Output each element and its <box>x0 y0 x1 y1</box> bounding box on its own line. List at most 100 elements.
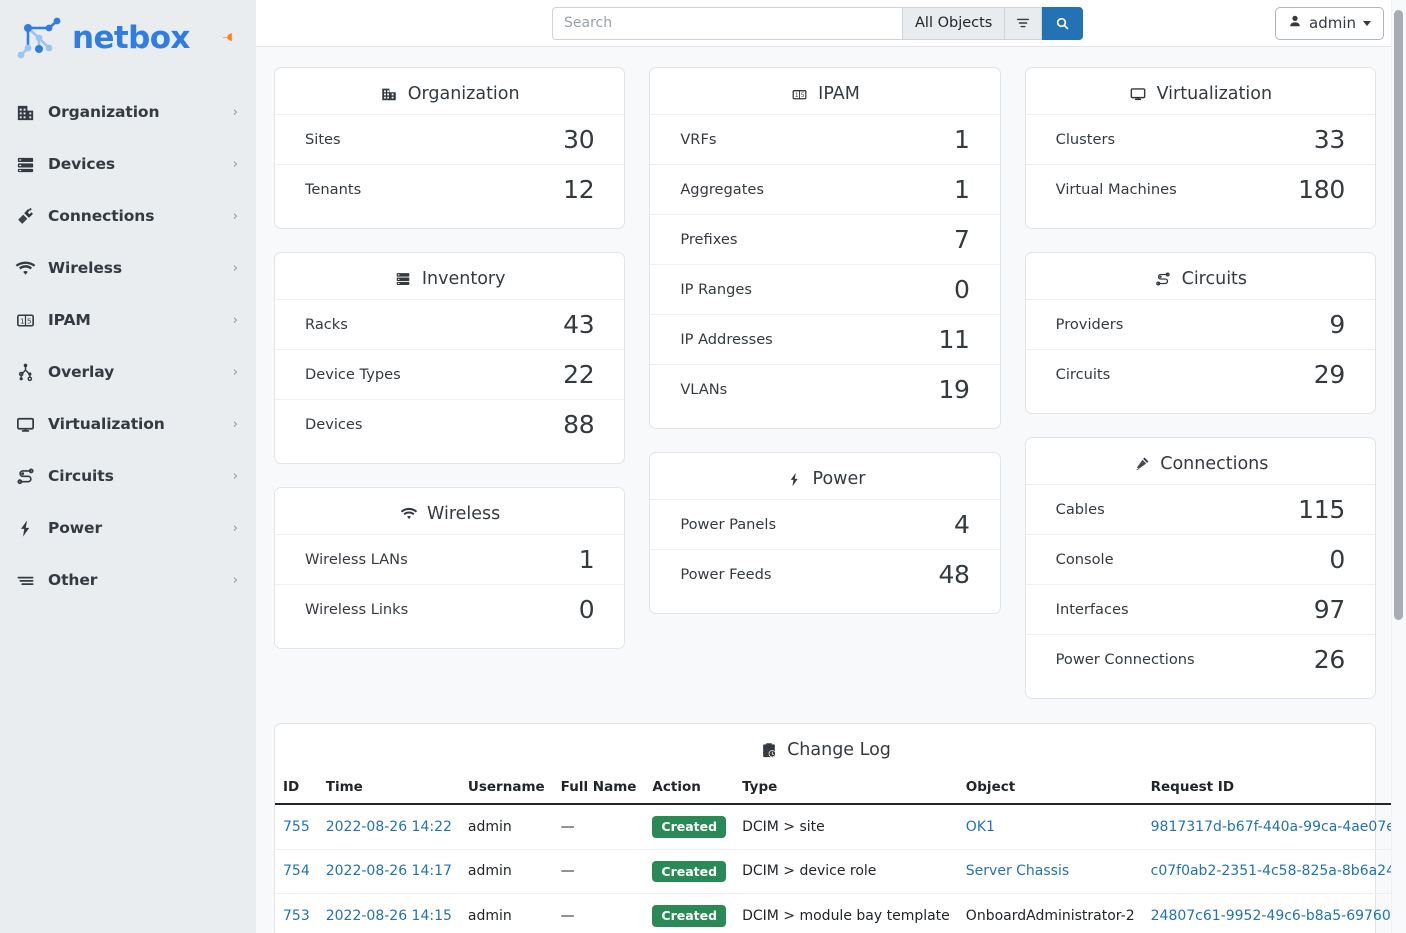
stat-row-cables[interactable]: Cables 115 <box>1025 484 1375 534</box>
sidebar-item-power[interactable]: Power › <box>0 502 256 554</box>
stat-row-tenants[interactable]: Tenants 12 <box>275 164 625 214</box>
changelog-object-link[interactable]: Server Chassis <box>965 863 1070 880</box>
table-row: 753 2022-08-26 14:15 admin — Created DCI… <box>275 893 1406 933</box>
stat-row-aggregates[interactable]: Aggregates 1 <box>650 164 1000 214</box>
stat-label: Cables <box>1055 501 1105 518</box>
stat-label: Device Types <box>305 366 401 383</box>
scrollbar-thumb[interactable] <box>1394 10 1403 620</box>
changelog-request-id-link[interactable]: c07f0ab2-2351-4c58-825a-8b6a2425a1ab <box>1150 863 1406 880</box>
stat-label: Racks <box>305 316 348 333</box>
card-title-label: Connections <box>1160 454 1269 474</box>
sidebar-item-label: Connections <box>48 207 155 225</box>
cable-icon <box>1132 455 1151 474</box>
sidebar-item-virtualization[interactable]: Virtualization › <box>0 398 256 450</box>
chevron-right-icon: › <box>232 312 238 328</box>
filter-icon[interactable] <box>1005 6 1043 40</box>
sidebar-item-ipam[interactable]: 1 5 IPAM › <box>0 294 256 346</box>
stat-row-devices[interactable]: Devices 88 <box>275 399 625 449</box>
changelog-id-link[interactable]: 753 <box>283 908 310 925</box>
stat-row-prefixes[interactable]: Prefixes 7 <box>650 214 1000 264</box>
stat-value: 97 <box>1313 595 1346 624</box>
chevron-right-icon: › <box>232 156 238 172</box>
search-scope-dropdown[interactable]: All Objects <box>902 6 1006 40</box>
stat-row-ip-addresses[interactable]: IP Addresses 11 <box>650 314 1000 364</box>
card-virtualization: Virtualization Clusters 33 Virtual Machi… <box>1024 67 1376 229</box>
stat-row-power-panels[interactable]: Power Panels 4 <box>650 499 1000 549</box>
stat-row-power-feeds[interactable]: Power Feeds 48 <box>650 549 1000 599</box>
stat-value: 4 <box>954 510 970 539</box>
search-input[interactable] <box>552 6 902 40</box>
cell-id: 753 <box>275 893 318 933</box>
transit-connection-icon <box>14 465 36 487</box>
stat-row-device-types[interactable]: Device Types 22 <box>275 349 625 399</box>
svg-text:1: 1 <box>795 92 799 98</box>
cell-id: 755 <box>275 804 318 850</box>
stat-row-wireless-lans[interactable]: Wireless LANs 1 <box>275 534 625 584</box>
card-title-inventory: Inventory <box>275 269 624 299</box>
flash-icon <box>785 470 804 489</box>
user-menu-button[interactable]: admin <box>1275 6 1384 40</box>
changelog-request-id-link[interactable]: 9817317d-b67f-440a-99ca-4ae07ede94df <box>1150 818 1406 835</box>
stat-value: 1 <box>954 175 970 204</box>
stat-row-sites[interactable]: Sites 30 <box>275 114 625 164</box>
stat-row-console[interactable]: Console 0 <box>1025 534 1375 584</box>
chevron-right-icon: › <box>232 572 238 588</box>
brand-header[interactable]: netbox <box>0 0 256 76</box>
stat-row-wireless-links[interactable]: Wireless Links 0 <box>275 584 625 634</box>
stat-value: 26 <box>1313 645 1346 674</box>
stat-row-power-connections[interactable]: Power Connections 26 <box>1025 634 1375 684</box>
sidebar-item-connections[interactable]: Connections › <box>0 190 256 242</box>
cell-object: Server Chassis <box>957 849 1143 895</box>
changelog-time-link[interactable]: 2022-08-26 14:17 <box>325 863 452 880</box>
stat-value: 7 <box>954 225 970 254</box>
changelog-time-link[interactable]: 2022-08-26 14:22 <box>325 818 452 835</box>
search-icon[interactable] <box>1042 6 1084 40</box>
sidebar-item-organization[interactable]: Organization › <box>0 86 256 138</box>
changelog-time-link[interactable]: 2022-08-26 14:15 <box>325 908 452 925</box>
wifi-icon <box>399 505 418 524</box>
changelog-id-link[interactable]: 755 <box>283 818 310 835</box>
stat-value: 19 <box>938 375 970 404</box>
changelog-object-link[interactable]: OK1 <box>965 818 995 835</box>
page-scrollbar[interactable] <box>1391 0 1406 933</box>
cell-request-id: c07f0ab2-2351-4c58-825a-8b6a2425a1ab <box>1142 849 1406 895</box>
stat-row-virtual-machines[interactable]: Virtual Machines 180 <box>1025 164 1375 214</box>
sidebar-item-circuits[interactable]: Circuits › <box>0 450 256 502</box>
sidebar-item-label: Overlay <box>48 363 115 381</box>
server-icon <box>394 270 413 289</box>
col-header-request-id: Request ID <box>1142 770 1406 805</box>
card-title-label: Wireless <box>427 504 501 524</box>
col-header-object: Object <box>957 770 1143 805</box>
changelog-table-body: 755 2022-08-26 14:22 admin — Created DCI… <box>275 804 1406 933</box>
sidebar-item-devices[interactable]: Devices › <box>0 138 256 190</box>
dashboard-content: Organization Sites 30 Tenants 12 <box>256 47 1406 933</box>
stat-row-vlans[interactable]: VLANs 19 <box>650 364 1000 414</box>
stat-label: Providers <box>1055 316 1124 333</box>
stat-row-interfaces[interactable]: Interfaces 97 <box>1025 584 1375 634</box>
stat-row-clusters[interactable]: Clusters 33 <box>1025 114 1375 164</box>
domain-icon <box>380 85 399 104</box>
changelog-request-id-link[interactable]: 24807c61-9952-49c6-b8a5-69760bfcc4b3 <box>1150 908 1406 925</box>
changelog-id-link[interactable]: 754 <box>283 863 310 880</box>
stat-value: 30 <box>563 125 595 154</box>
card-title-wireless: Wireless <box>275 504 624 534</box>
sidebar-item-other[interactable]: Other › <box>0 554 256 606</box>
column-left: Organization Sites 30 Tenants 12 <box>274 67 626 649</box>
stat-row-providers[interactable]: Providers 9 <box>1025 299 1375 349</box>
card-wireless: Wireless Wireless LANs 1 Wireless Links … <box>274 487 626 649</box>
stat-value: 1 <box>954 125 970 154</box>
sidebar-item-overlay[interactable]: Overlay › <box>0 346 256 398</box>
stat-row-circuits[interactable]: Circuits 29 <box>1025 349 1375 399</box>
stat-row-vrfs[interactable]: VRFs 1 <box>650 114 1000 164</box>
sidebar-item-wireless[interactable]: Wireless › <box>0 242 256 294</box>
stat-row-ip-ranges[interactable]: IP Ranges 0 <box>650 264 1000 314</box>
col-header-type: Type <box>734 770 958 805</box>
card-connections: Connections Cables 115 Console 0 Interfa… <box>1024 437 1376 699</box>
status-badge: Created <box>652 816 727 838</box>
card-changelog: Change Log ID Time Username Full Name Ac… <box>274 723 1406 933</box>
main-area: All Objects <box>256 0 1406 933</box>
stat-row-racks[interactable]: Racks 43 <box>275 299 625 349</box>
sidebar-item-label: Circuits <box>48 467 114 485</box>
pin-icon[interactable] <box>220 29 238 47</box>
cell-id: 754 <box>275 849 318 895</box>
